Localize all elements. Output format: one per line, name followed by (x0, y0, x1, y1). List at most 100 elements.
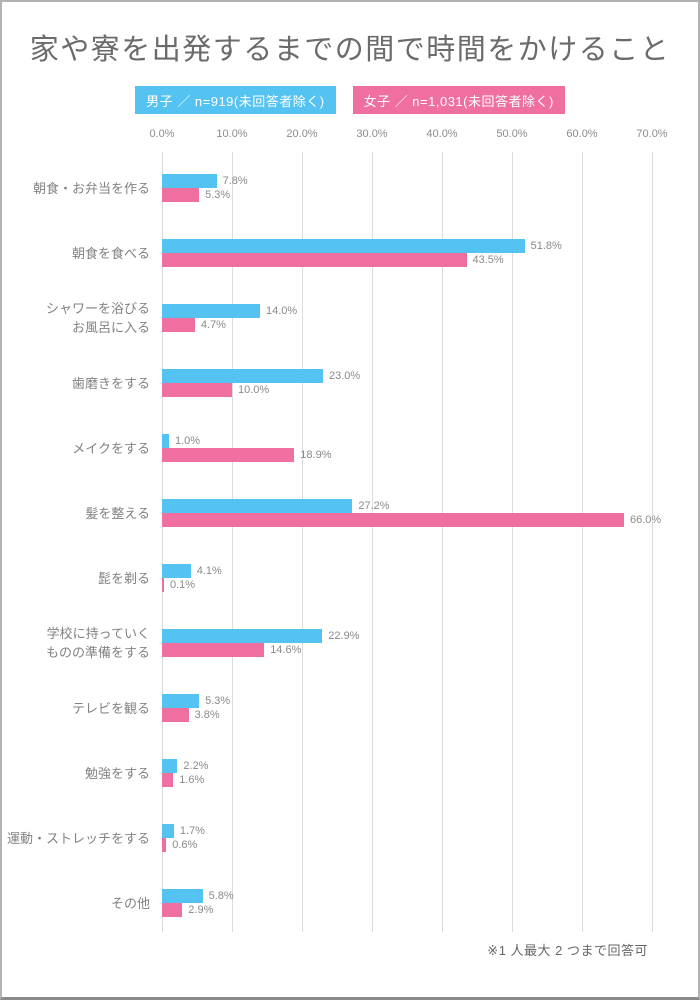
value-label-male: 5.3% (205, 695, 231, 707)
value-label-female: 43.5% (472, 254, 504, 266)
bar-group-female: 4.7% (162, 318, 226, 332)
bar-group-male: 4.1% (162, 564, 222, 578)
bar-group-male: 7.8% (162, 174, 248, 188)
legend: 男子 ／ n=919(未回答者除く) 女子 ／ n=1,031(未回答者除く) (2, 86, 698, 114)
bar-female (162, 253, 467, 267)
value-label-male: 7.8% (222, 175, 248, 187)
category-label: シャワーを浴びるお風呂に入る (22, 301, 150, 335)
bar-male (162, 629, 323, 643)
bar-group-male: 27.2% (162, 499, 390, 513)
bar-male (162, 434, 169, 448)
category-label-line: 髪を整える (85, 505, 150, 521)
category-label-line: ものの準備をする (45, 645, 150, 660)
value-label-male: 5.8% (208, 890, 234, 902)
value-label-female: 3.8% (194, 709, 220, 721)
bar-group-female: 18.9% (162, 448, 332, 462)
category-label-line: シャワーを浴びる (45, 301, 150, 316)
category-label: 朝食を食べる (22, 237, 150, 269)
value-label-female: 0.1% (170, 579, 196, 591)
bar-female (162, 643, 265, 657)
x-axis-tick: 60.0% (566, 128, 598, 140)
category-label-line: テレビを観る (71, 700, 150, 716)
bar-male (162, 174, 217, 188)
category-label-line: 朝食を食べる (71, 245, 150, 261)
value-label-male: 22.9% (328, 630, 360, 642)
bar-group-female: 3.8% (162, 708, 220, 722)
bar-male (162, 564, 191, 578)
bar-group-female: 10.0% (162, 383, 269, 397)
category-label-line: お風呂に入る (71, 320, 150, 335)
chart-row: 朝食・お弁当を作る 7.8% 5.3% (2, 152, 698, 217)
x-axis-tick: 20.0% (286, 128, 318, 140)
x-axis-tick: 50.0% (496, 128, 528, 140)
bar-group-female: 1.6% (162, 773, 204, 787)
gridline (582, 152, 583, 932)
category-label: 髪を整える (22, 497, 150, 529)
value-label-female: 18.9% (300, 449, 332, 461)
bar-group-male: 5.3% (162, 694, 230, 708)
bar-female (162, 903, 183, 917)
value-label-female: 5.3% (205, 189, 231, 201)
value-label-male: 1.0% (175, 435, 201, 447)
gridline (652, 152, 653, 932)
bar-male (162, 759, 178, 773)
category-label-line: メイクをする (72, 440, 150, 456)
bar-group-male: 23.0% (162, 369, 360, 383)
bar-male (162, 824, 174, 838)
bar-group-female: 0.1% (162, 578, 195, 592)
value-label-male: 27.2% (358, 500, 390, 512)
bar-male (162, 239, 525, 253)
value-label-female: 66.0% (630, 514, 662, 526)
bar-female (162, 838, 167, 852)
category-label: 朝食・お弁当を作る (22, 172, 150, 204)
gridline (512, 152, 513, 932)
chart-row: テレビを観る 5.3% 3.8% (2, 672, 698, 737)
chart-row: 勉強をする 2.2% 1.6% (2, 737, 698, 802)
category-label: 運動・ストレッチをする (7, 822, 150, 854)
value-label-male: 23.0% (329, 370, 361, 382)
bar-female (162, 708, 189, 722)
bar-group-male: 1.0% (162, 434, 200, 448)
gridline (302, 152, 303, 932)
legend-female-badge: 女子 ／ n=1,031(未回答者除く) (352, 86, 565, 114)
category-label-line: その他 (110, 895, 150, 911)
value-label-female: 2.9% (188, 904, 214, 916)
bar-male (162, 889, 203, 903)
bar-group-male: 1.7% (162, 824, 205, 838)
chart-row: シャワーを浴びるお風呂に入る 14.0% 4.7% (2, 282, 698, 347)
bar-female (162, 773, 174, 787)
bar-group-female: 14.6% (162, 643, 301, 657)
gridline (162, 152, 163, 932)
x-axis-tick: 10.0% (216, 128, 248, 140)
bar-female (162, 188, 200, 202)
footnote: ※1 人最大 2 つまで回答可 (487, 943, 648, 958)
chart-row: 運動・ストレッチをする 1.7% 0.6% (2, 802, 698, 867)
chart-row: 学校に持っていく ものの準備をする 22.9% 14.6% (2, 607, 698, 672)
gridline (232, 152, 233, 932)
x-axis-tick: 0.0% (149, 128, 175, 140)
bar-group-female: 66.0% (162, 513, 661, 527)
category-label: 勉強をする (22, 757, 150, 789)
bar-group-female: 2.9% (162, 903, 213, 917)
value-label-female: 0.6% (172, 839, 198, 851)
bar-group-male: 5.8% (162, 889, 234, 903)
chart-row: 歯磨きをする 23.0% 10.0% (2, 347, 698, 412)
legend-male-badge: 男子 ／ n=919(未回答者除く) (135, 86, 336, 114)
value-label-male: 1.7% (179, 825, 205, 837)
chart-row: その他 5.8% 2.9% (2, 867, 698, 932)
category-label-line: 朝食・お弁当を作る (32, 180, 150, 196)
category-label: 髭を剃る (22, 562, 150, 594)
chart-title: 家や寮を出発するまでの間で時間をかけること (29, 34, 671, 66)
bar-male (162, 304, 260, 318)
value-label-male: 14.0% (266, 305, 298, 317)
category-label: 歯磨きをする (22, 367, 150, 399)
value-label-female: 1.6% (179, 774, 205, 786)
category-label-line: 歯磨きをする (71, 375, 150, 391)
chart-row: 髪を整える 27.2% 66.0% (2, 477, 698, 542)
value-label-male: 2.2% (183, 760, 209, 772)
chart-row: 朝食を食べる 51.8% 43.5% (2, 217, 698, 282)
bar-group-male: 2.2% (162, 759, 208, 773)
value-label-female: 4.7% (200, 319, 226, 331)
gridline (372, 152, 373, 932)
